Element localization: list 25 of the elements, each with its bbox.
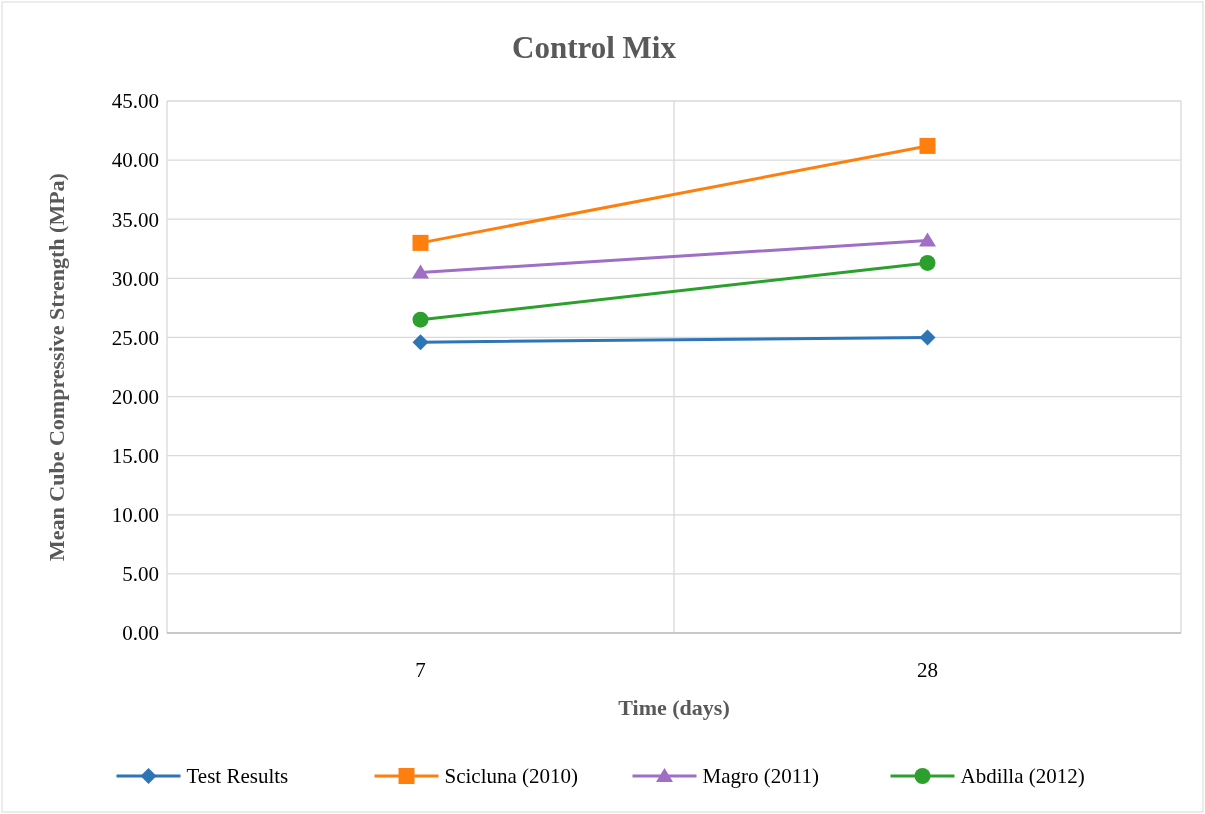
y-tick-label: 35.00 [111, 207, 159, 232]
legend-label: Test Results [186, 764, 289, 789]
y-tick-label: 40.00 [111, 148, 159, 173]
y-tick-label: 10.00 [111, 503, 159, 528]
point [919, 137, 936, 154]
x-tick-label: 28 [917, 658, 938, 682]
y-tick-label: 5.00 [122, 562, 159, 587]
legend-label: Magro (2011) [702, 764, 819, 789]
point [412, 234, 429, 251]
point [412, 334, 429, 351]
x-axis-title: Time (days) [618, 695, 730, 720]
point [919, 254, 936, 271]
point [919, 329, 936, 346]
point [412, 311, 429, 328]
y-axis-title: Mean Cube Compressive Strength (MPa) [44, 173, 69, 561]
y-tick-label: 15.00 [111, 444, 159, 469]
y-tick-label: 20.00 [111, 384, 159, 409]
y-tick-label: 0.00 [122, 621, 159, 646]
x-tick-label: 7 [415, 658, 426, 682]
y-tick-label: 45.00 [111, 89, 159, 114]
y-tick-label: 30.00 [111, 266, 159, 291]
legend-label: Scicluna (2010) [444, 764, 579, 789]
legend-label: Abdilla (2012) [960, 764, 1085, 789]
chart-title: Control Mix [512, 30, 677, 65]
y-tick-label: 25.00 [111, 325, 159, 350]
